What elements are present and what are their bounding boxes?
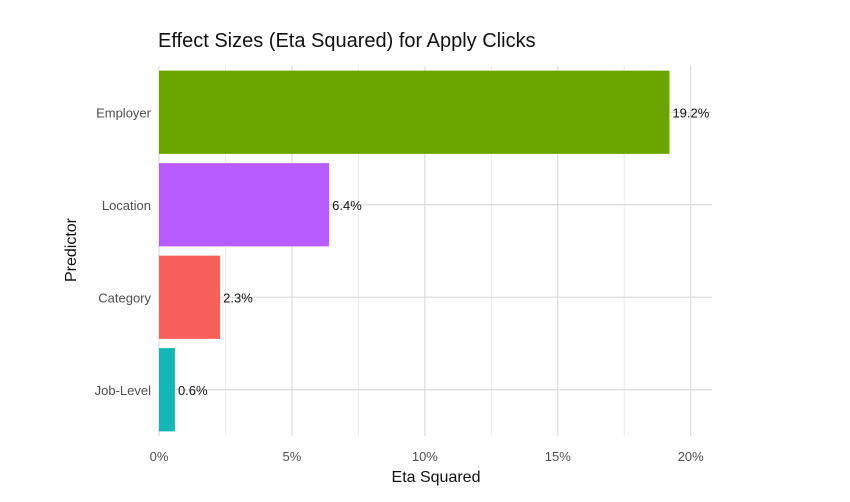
bars	[159, 70, 670, 432]
x-tick-label: 10%	[412, 449, 438, 464]
x-tick-label: 0%	[150, 449, 169, 464]
x-axis-title: Eta Squared	[392, 469, 481, 486]
data-labels: 19.2% 6.4% 2.3% 0.6%	[178, 105, 710, 398]
data-label: 2.3%	[223, 290, 253, 305]
x-tick-labels: 0% 5% 10% 15% 20%	[150, 449, 705, 464]
x-tick-label: 15%	[545, 449, 571, 464]
data-label: 19.2%	[672, 105, 709, 120]
bar-category	[159, 255, 221, 339]
y-tick-label: Category	[98, 290, 151, 305]
y-tick-label: Employer	[96, 105, 152, 120]
y-tick-labels: Employer Location Category Job-Level	[95, 105, 152, 398]
y-tick-label: Job-Level	[95, 383, 151, 398]
y-axis-title: Predictor	[63, 217, 80, 282]
data-label: 6.4%	[332, 198, 362, 213]
y-tick-label: Location	[102, 198, 151, 213]
x-tick-label: 5%	[283, 449, 302, 464]
bar-job-level	[159, 348, 175, 432]
data-label: 0.6%	[178, 383, 208, 398]
bar-location	[159, 163, 330, 247]
chart-title: Effect Sizes (Eta Squared) for Apply Cli…	[158, 30, 536, 52]
x-tick-label: 20%	[678, 449, 704, 464]
bar-employer	[159, 70, 670, 154]
